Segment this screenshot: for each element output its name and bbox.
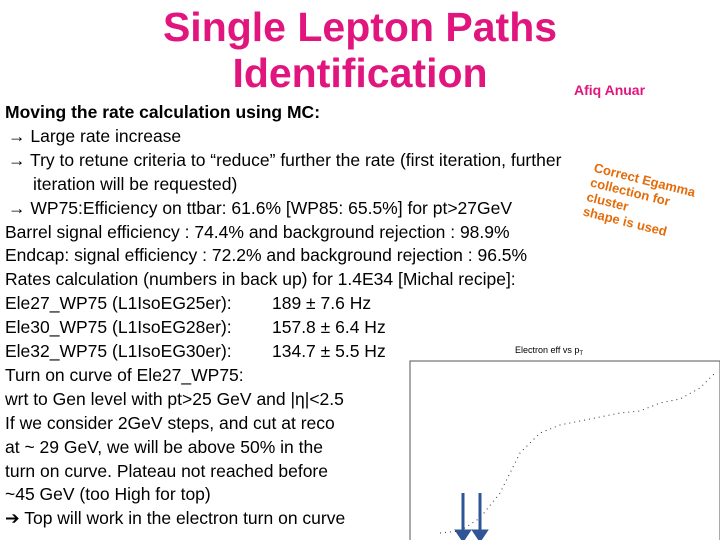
annotation: Correct Egamma collection for cluster sh… [581, 160, 716, 248]
plot-image: Electron eff vs pT [409, 345, 720, 540]
text: 157.8 ± 6.4 Hz [272, 317, 386, 338]
text: at ~ 29 GeV, we will be above 50% in the [5, 436, 323, 457]
text: Barrel signal efficiency : 74.4% and bac… [5, 221, 510, 242]
rate-path: Ele27_WP75 (L1IsoEG25er): [5, 293, 232, 314]
bullet: → WP75:Efficiency on ttbar: 61.6% [WP85:… [8, 197, 513, 218]
text: Rates calculation (numbers in back up) f… [5, 269, 516, 290]
author: Afiq Anuar [574, 82, 646, 98]
text-line: Turn on curve of Ele27_WP75: [5, 365, 244, 386]
title-line: Single Lepton Paths [162, 4, 558, 50]
text-line: Endcap: signal efficiency : 72.2% and ba… [5, 245, 527, 266]
turn-on-curve [439, 372, 716, 534]
text: iteration will be requested) [33, 173, 238, 194]
conclusion: ➔ Top will work in the electron turn on … [5, 508, 346, 529]
text-line: If we consider 2GeV steps, and cut at re… [5, 413, 335, 434]
text: Endcap: signal efficiency : 72.2% and ba… [5, 245, 528, 266]
text-line: Rates calculation (numbers in back up) f… [5, 269, 516, 290]
text: Ele30_WP75 (L1IsoEG28er): [5, 317, 232, 338]
text-line: wrt to Gen level with pt>25 GeV and |η|<… [5, 389, 344, 410]
text-line: turn on curve. Plateau not reached befor… [5, 461, 328, 482]
heading: Moving the rate calculation using MC: [5, 102, 320, 123]
rate-value: 134.7 ± 5.5 Hz [272, 341, 386, 362]
text: ~45 GeV (too High for top) [5, 484, 211, 505]
text: Ele32_WP75 (L1IsoEG30er): [5, 341, 232, 361]
rate-path: Ele30_WP75 (L1IsoEG28er): [5, 317, 232, 338]
text-line: at ~ 29 GeV, we will be above 50% in the [5, 437, 323, 458]
text: Moving the rate calculation using MC: [5, 102, 321, 122]
rate-value: 157.8 ± 6.4 Hz [272, 317, 386, 338]
bullet: iteration will be requested) [33, 174, 237, 195]
text-line: ~45 GeV (too High for top) [5, 484, 211, 505]
title-line: Identification [232, 50, 488, 96]
text: Top will work in the electron turn on cu… [24, 508, 346, 529]
text: Try to retune criteria to “reduce” furth… [30, 149, 562, 170]
plot-frame [409, 360, 720, 540]
text: turn on curve. Plateau not reached befor… [5, 460, 328, 481]
bullet: → Try to retune criteria to “reduce” fur… [8, 149, 562, 170]
arrows [454, 493, 489, 540]
rate-path: Ele32_WP75 (L1IsoEG30er): [5, 341, 232, 362]
rate-value: 189 ± 7.6 Hz [272, 293, 371, 314]
bullet: → Large rate increase [8, 125, 182, 146]
text: WP75:Efficiency on ttbar: 61.6% [WP85: 6… [30, 197, 513, 218]
text: 134.7 ± 5.5 Hz [272, 341, 386, 361]
text: Large rate increase [30, 125, 182, 146]
text: 189 ± 7.6 Hz [272, 293, 372, 314]
text: If we consider 2GeV steps, and cut at re… [5, 412, 335, 433]
text-line: Barrel signal efficiency : 74.4% and bac… [5, 222, 510, 243]
text: wrt to Gen level with pt>25 GeV and |η|<… [5, 388, 344, 409]
text: Turn on curve of Ele27_WP75: [5, 364, 244, 385]
text: Ele27_WP75 (L1IsoEG25er): [5, 293, 232, 314]
plot-title: Electron eff vs pT [515, 345, 583, 357]
